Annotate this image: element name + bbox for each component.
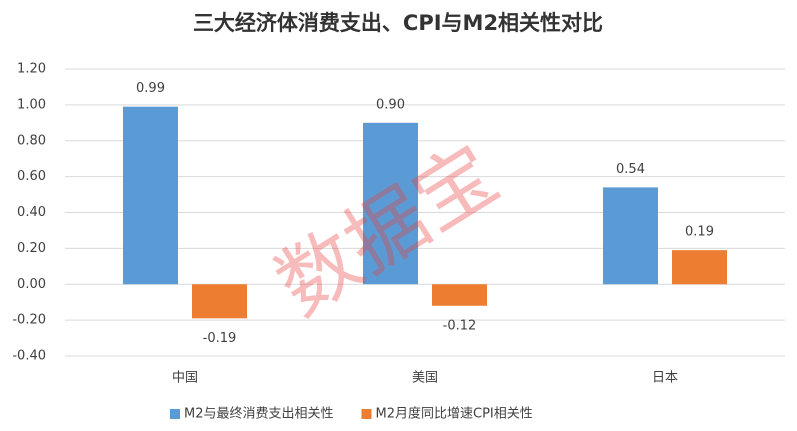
bar <box>192 284 247 319</box>
y-tick-label: 1.20 <box>17 62 46 77</box>
bar <box>603 187 658 285</box>
bar <box>672 250 727 285</box>
x-tick-label: 中国 <box>172 371 198 386</box>
x-tick-label: 美国 <box>412 371 438 386</box>
data-label: 0.19 <box>685 225 714 240</box>
bar <box>363 122 418 285</box>
y-tick-label: 0.60 <box>17 169 46 184</box>
y-tick-label: 0.00 <box>17 277 46 292</box>
y-tick-label: 0.20 <box>17 241 46 256</box>
data-label: 0.90 <box>376 97 405 112</box>
data-label: -0.19 <box>203 331 237 346</box>
legend-label: M2与最终消费支出相关性 <box>184 406 334 422</box>
data-label: 0.99 <box>136 81 165 96</box>
y-tick-label: 1.00 <box>17 97 46 112</box>
y-tick-label: 0.80 <box>17 133 46 148</box>
legend-swatch <box>361 409 372 419</box>
x-tick-label: 日本 <box>652 371 678 386</box>
bar <box>432 284 487 306</box>
bar <box>123 106 178 285</box>
legend-label: M2月度同比增速CPI相关性 <box>376 406 533 422</box>
data-label: 0.54 <box>616 162 645 177</box>
legend-swatch <box>170 409 180 419</box>
data-label: -0.12 <box>443 318 477 333</box>
chart-title: 三大经济体消费支出、CPI与M2相关性对比 <box>193 11 603 35</box>
y-tick-label: 0.40 <box>17 205 46 220</box>
y-tick-label: -0.20 <box>12 313 46 328</box>
y-tick-label: -0.40 <box>12 349 46 364</box>
